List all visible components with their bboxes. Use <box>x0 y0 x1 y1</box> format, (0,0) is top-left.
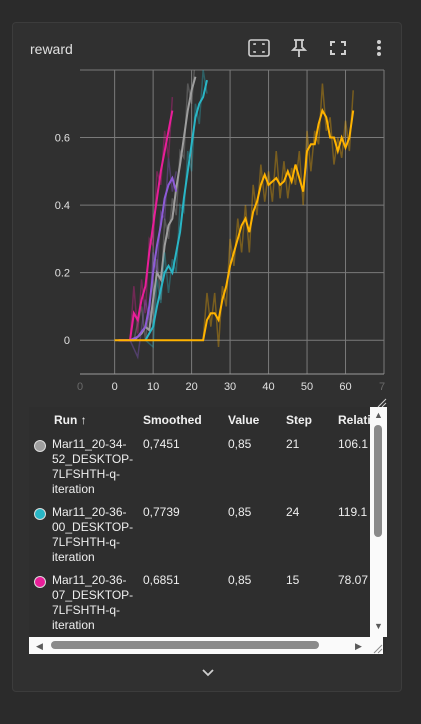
table-row: Mar11_20-36-07_DESKTOP-7LFSHTH-q-iterati… <box>29 570 369 638</box>
resize-grip-icon <box>373 644 383 654</box>
plot-background <box>80 70 384 374</box>
fullscreen-button[interactable] <box>326 37 350 59</box>
header-relative[interactable]: Relati <box>338 413 371 427</box>
run-data-table: Run ↑ Smoothed Value Step Relati Mar11_2… <box>29 407 386 652</box>
step: 21 <box>286 437 300 451</box>
value: 0,85 <box>228 573 252 587</box>
smoothed-value: 0,6851 <box>143 573 180 587</box>
series-line[interactable] <box>118 110 174 342</box>
fit-domain-icon <box>248 39 270 57</box>
run-name: Mar11_20-36-00_DESKTOP-7LFSHTH-q-iterati… <box>52 505 134 564</box>
x-tick-label: 0 <box>77 381 83 393</box>
run-name: Mar11_20-36-07_DESKTOP-7LFSHTH-q-iterati… <box>52 573 134 632</box>
x-tick-label: 30 <box>224 381 236 393</box>
step: 15 <box>286 573 300 587</box>
run-name: Mar11_20-34-52_DESKTOP-7LFSHTH-q-iterati… <box>52 437 134 496</box>
header-smoothed[interactable]: Smoothed <box>143 413 202 427</box>
series-raw-line <box>129 157 177 360</box>
reward-chart[interactable]: 0 0.2 0.4 0.6 0 0 10 20 30 40 50 60 7 <box>24 64 399 404</box>
header-step[interactable]: Step <box>286 413 313 427</box>
x-tick-label: 20 <box>185 381 197 393</box>
pin-button[interactable] <box>287 37 311 59</box>
run-color-swatch[interactable] <box>34 508 46 520</box>
smoothed-value: 0,7739 <box>143 505 180 519</box>
chevron-down-icon <box>202 669 214 677</box>
value: 0,85 <box>228 437 252 451</box>
y-tick-label: 0 <box>64 335 70 347</box>
header-value[interactable]: Value <box>228 413 260 427</box>
y-tick-label: 0.6 <box>55 133 70 145</box>
smoothed-value: 0,7451 <box>143 437 180 451</box>
series-line[interactable] <box>114 107 355 342</box>
scroll-down-arrow-icon[interactable]: ▼ <box>374 621 383 631</box>
x-tick-label: 40 <box>262 381 274 393</box>
card-title: reward <box>30 41 73 57</box>
table-row: Mar11_20-34-52_DESKTOP-7LFSHTH-q-iterati… <box>29 434 369 502</box>
scroll-left-arrow-icon[interactable]: ◀ <box>36 641 43 651</box>
table-row: Mar11_20-36-00_DESKTOP-7LFSHTH-q-iterati… <box>29 502 369 570</box>
fullscreen-icon <box>330 41 346 55</box>
series-raw-line <box>118 96 174 341</box>
x-tick-label: 60 <box>339 381 351 393</box>
more-vert-icon <box>377 40 381 56</box>
step: 24 <box>286 505 300 519</box>
relative-time: 106.1 <box>338 437 369 451</box>
scroll-up-arrow-icon[interactable]: ▲ <box>374 410 383 420</box>
vertical-scroll-thumb[interactable] <box>374 425 382 537</box>
relative-time: 78.07 <box>338 573 369 587</box>
series-group <box>114 70 355 360</box>
value: 0,85 <box>228 505 252 519</box>
run-color-swatch[interactable] <box>34 440 46 452</box>
horizontal-scroll-thumb[interactable] <box>51 641 319 649</box>
scroll-right-arrow-icon[interactable]: ▶ <box>355 641 362 651</box>
x-tick-label: 7 <box>379 381 385 393</box>
resize-grip-icon <box>377 398 387 408</box>
relative-time: 119.1 <box>338 505 368 519</box>
y-tick-label: 0.2 <box>55 268 70 280</box>
header-run[interactable]: Run ↑ <box>54 413 87 427</box>
x-tick-label: 0 <box>112 381 118 393</box>
x-tick-label: 50 <box>301 381 313 393</box>
pin-icon <box>290 39 308 57</box>
x-tick-label: 10 <box>147 381 159 393</box>
table-resize-corner[interactable] <box>370 637 383 654</box>
table-header-row: Run ↑ Smoothed Value Step Relati <box>29 407 371 437</box>
horizontal-scrollbar[interactable]: ◀ ▶ <box>29 637 370 654</box>
vertical-scrollbar[interactable]: ▲ ▼ <box>370 407 387 637</box>
expand-button[interactable] <box>200 665 216 681</box>
series-line[interactable] <box>144 79 208 341</box>
chart-area[interactable]: 0 0.2 0.4 0.6 0 0 10 20 30 40 50 60 7 <box>24 64 399 404</box>
chart-resize-handle[interactable] <box>375 395 387 408</box>
more-menu-button[interactable] <box>367 37 391 59</box>
series-line[interactable] <box>129 175 178 342</box>
run-color-swatch[interactable] <box>34 576 46 588</box>
fit-domain-button[interactable] <box>247 37 271 59</box>
y-tick-label: 0.4 <box>55 200 70 212</box>
